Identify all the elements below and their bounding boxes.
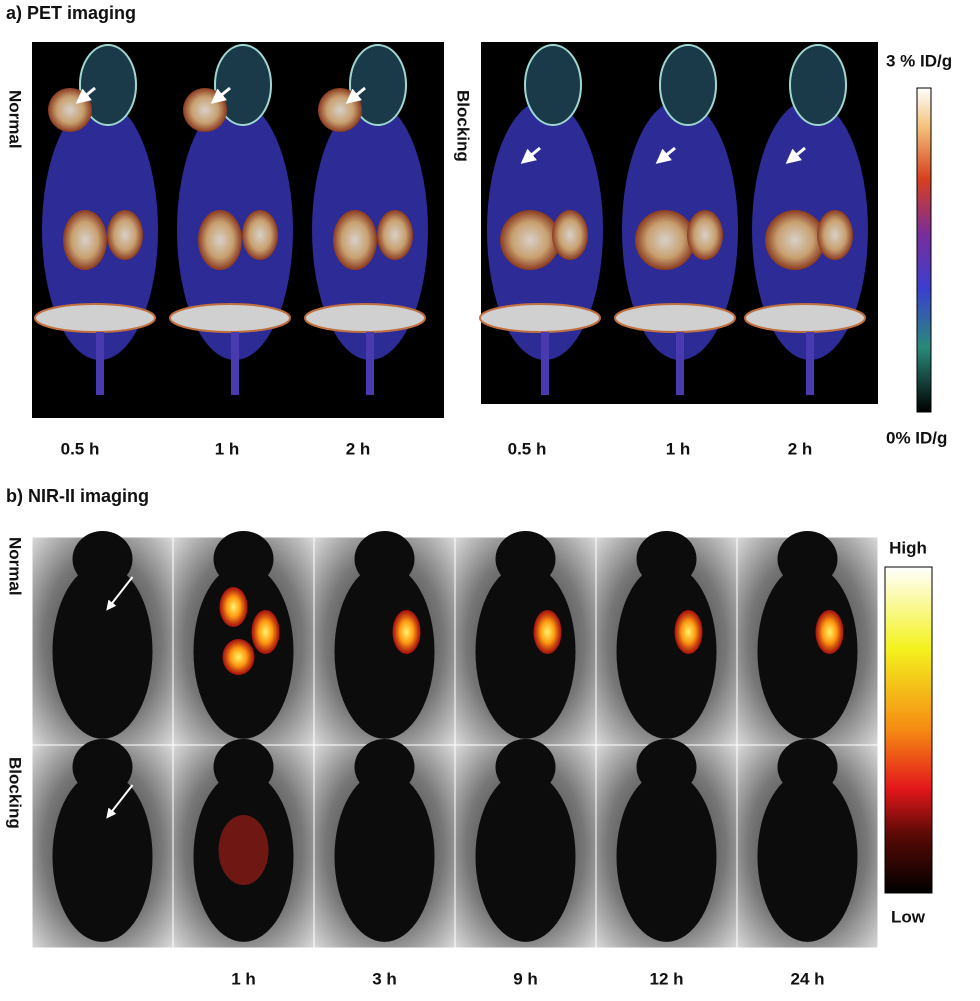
panel-a-title: a) PET imaging xyxy=(6,3,136,23)
nir-mouse-body xyxy=(616,771,717,942)
time-label: 3 h xyxy=(372,969,397,988)
nir-mouse-body xyxy=(475,771,576,942)
nir-signal xyxy=(222,639,255,675)
time-label: 24 h xyxy=(790,969,824,988)
nir-signal xyxy=(218,815,269,885)
nir-mouse-body xyxy=(52,564,153,739)
time-label: 0.5 h xyxy=(61,439,100,458)
nir-signal xyxy=(219,587,248,627)
panel-b-title: b) NIR-II imaging xyxy=(6,486,149,506)
pet-head xyxy=(79,44,137,126)
colorbar-min-label: Low xyxy=(891,907,926,926)
pet-organ xyxy=(635,210,695,270)
nir-signal xyxy=(392,610,421,654)
arrow xyxy=(75,86,96,104)
pet-bladder xyxy=(744,303,866,333)
time-label: 9 h xyxy=(513,969,538,988)
colorbar-max-label: High xyxy=(889,538,927,557)
row-label: Blocking xyxy=(454,90,473,162)
time-label: 1 h xyxy=(231,969,256,988)
pet-bladder xyxy=(34,303,156,333)
nir-mouse-head xyxy=(72,531,133,587)
nir-signal xyxy=(815,610,844,654)
pet-organ xyxy=(333,210,377,270)
pet-bladder xyxy=(169,303,291,333)
nir-mouse-head xyxy=(495,739,556,795)
time-label: 0.5 h xyxy=(508,439,547,458)
nir-mouse-body xyxy=(616,564,717,739)
time-label: 2 h xyxy=(346,439,371,458)
time-label: 1 h xyxy=(666,439,691,458)
pet-head xyxy=(214,44,272,126)
arrow xyxy=(106,576,134,611)
nir-colorbar xyxy=(884,566,933,894)
time-label: 2 h xyxy=(788,439,813,458)
arrow xyxy=(655,146,676,164)
pet-bladder xyxy=(479,303,601,333)
nir-mouse-head xyxy=(354,531,415,587)
pet-organ xyxy=(242,210,278,260)
nir-mouse-head xyxy=(636,739,697,795)
nir-mouse-head xyxy=(213,531,274,587)
arrow xyxy=(106,784,134,819)
nir-signal xyxy=(251,610,280,654)
nir-mouse-body xyxy=(757,771,858,942)
row-label: Normal xyxy=(6,90,25,149)
nir-signal xyxy=(533,610,562,654)
pet-head xyxy=(659,44,717,126)
arrow xyxy=(210,86,231,104)
nir-mouse-head xyxy=(72,739,133,795)
nir-mouse-head xyxy=(777,531,838,587)
pet-organ xyxy=(500,210,560,270)
time-label: 1 h xyxy=(215,439,240,458)
nir-mouse-body xyxy=(334,564,435,739)
pet-organ xyxy=(107,210,143,260)
pet-head xyxy=(524,44,582,126)
image-layer xyxy=(31,42,933,949)
pet-organ xyxy=(552,210,588,260)
pet-bladder xyxy=(614,303,736,333)
pet-head xyxy=(349,44,407,126)
nir-mouse-body xyxy=(475,564,576,739)
time-label: 12 h xyxy=(649,969,683,988)
arrow xyxy=(520,146,541,164)
nir-mouse-head xyxy=(636,531,697,587)
pet-organ xyxy=(765,210,825,270)
nir-mouse-head xyxy=(495,531,556,587)
pet-bladder xyxy=(304,303,426,333)
pet-organ xyxy=(63,210,107,270)
pet-organ xyxy=(687,210,723,260)
nir-mouse-body xyxy=(334,771,435,942)
nir-mouse-head xyxy=(354,739,415,795)
arrow xyxy=(345,86,366,104)
nir-mouse-body xyxy=(757,564,858,739)
pet-colorbar xyxy=(916,87,932,413)
pet-organ xyxy=(817,210,853,260)
pet-head xyxy=(789,44,847,126)
arrow xyxy=(785,146,806,164)
nir-mouse-head xyxy=(777,739,838,795)
colorbar-max-label: 3 % ID/g xyxy=(886,51,952,70)
row-label: Normal xyxy=(6,537,25,596)
nir-signal xyxy=(674,610,703,654)
pet-organ xyxy=(377,210,413,260)
pet-organ xyxy=(198,210,242,270)
row-label: Blocking xyxy=(6,757,25,829)
nir-mouse-head xyxy=(213,739,274,795)
nir-mouse-body xyxy=(52,771,153,942)
colorbar-min-label: 0% ID/g xyxy=(886,428,947,447)
